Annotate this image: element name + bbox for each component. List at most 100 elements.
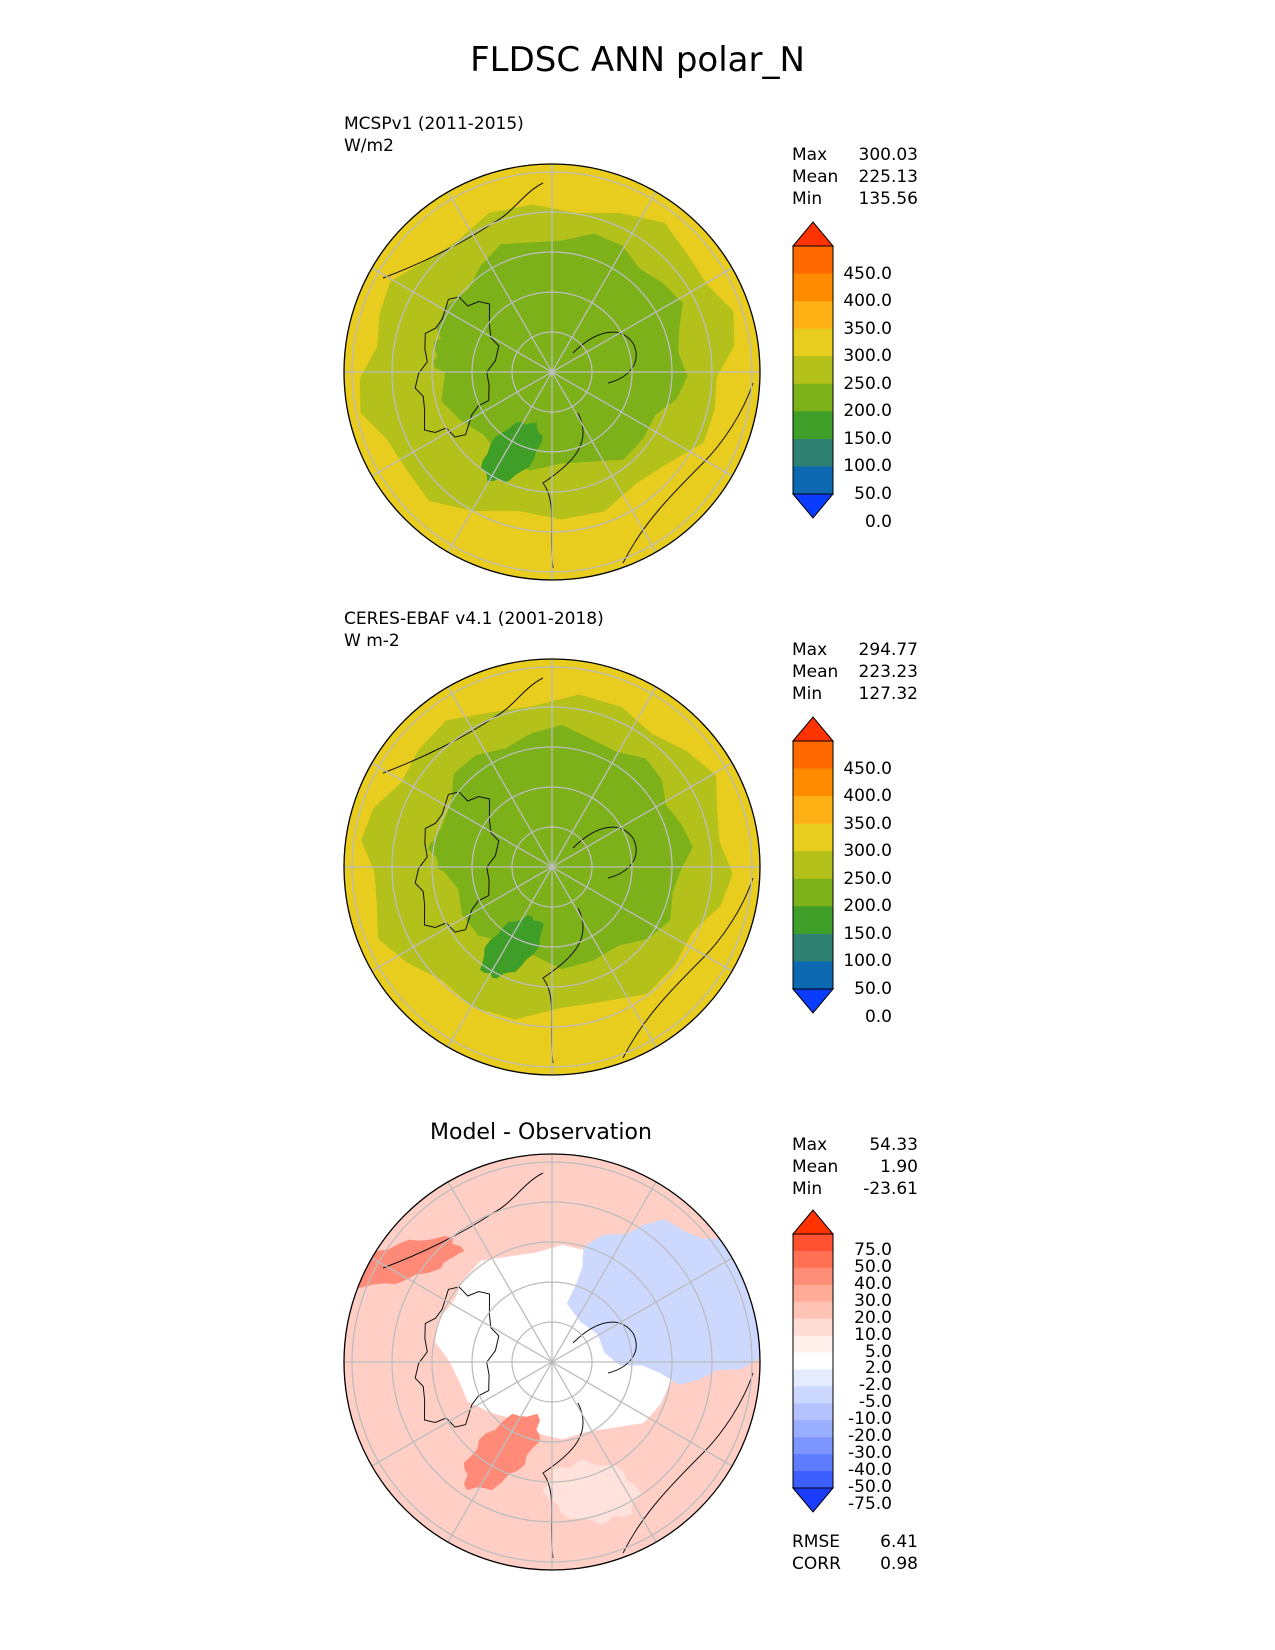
diff-max-label: Max xyxy=(792,1135,828,1155)
colorbar-tick-label: 50.0 xyxy=(854,1256,892,1277)
coast-scandinavia xyxy=(622,1372,754,1554)
coast-greenland xyxy=(414,791,500,933)
diff-max-value: 54.33 xyxy=(869,1135,918,1155)
field-strong-west xyxy=(344,1236,465,1288)
colorbar-tick-label: 50.0 xyxy=(854,484,892,504)
panel1-min-value: 135.56 xyxy=(858,189,918,209)
colorbar-tick-label: 250.0 xyxy=(843,868,892,889)
graticule xyxy=(344,659,760,1075)
meridian-5 xyxy=(371,1257,733,1467)
colorbar-tick-label: 0.0 xyxy=(864,1006,892,1027)
colorbar-segment-11 xyxy=(793,1420,833,1438)
corr-label: CORR xyxy=(792,1554,841,1574)
colorbar-segment-2 xyxy=(793,301,833,330)
colorbar-tick-label: 30.0 xyxy=(854,1290,892,1311)
colorbar-segment-6 xyxy=(793,906,833,935)
colorbar-tick-label: 400.0 xyxy=(843,291,892,312)
colorbar-segment-2 xyxy=(793,1267,833,1286)
diff-mean-label: Mean xyxy=(792,1157,839,1177)
panel2-units: W m-2 xyxy=(344,631,400,651)
colorbar-tick-label: 450.0 xyxy=(843,263,892,284)
coast-greenland xyxy=(414,296,500,438)
colorbar-tick-label: 10.0 xyxy=(854,1324,892,1345)
colorbar-segment-8 xyxy=(793,1369,833,1387)
map-boundary xyxy=(343,163,761,581)
colorbar-segment-1 xyxy=(793,1250,833,1269)
field-inner-band xyxy=(436,233,688,471)
diff-min-value: -23.61 xyxy=(863,1179,918,1199)
colorbar-test xyxy=(791,221,835,519)
colorbar-frame xyxy=(792,740,834,990)
panel2-min-label: Min xyxy=(792,684,823,704)
colorbar-tick-label: 2.0 xyxy=(864,1358,892,1379)
diff-mean-value: 1.90 xyxy=(880,1157,918,1177)
colorbar-tick-label: -30.0 xyxy=(848,1443,892,1464)
colorbar-segment-14 xyxy=(793,1471,833,1489)
panel2-mean-value: 223.23 xyxy=(858,662,918,682)
colorbar-tick-label: -5.0 xyxy=(858,1392,892,1413)
rmse-label: RMSE xyxy=(792,1532,841,1552)
colorbar-segment-4 xyxy=(793,1301,833,1320)
colorbar-segment-13 xyxy=(793,1454,833,1472)
colorbar-segment-5 xyxy=(793,383,833,412)
colorbar-segment-8 xyxy=(793,961,833,990)
colorbar-segment-2 xyxy=(793,796,833,825)
colorbar-extend-min xyxy=(791,493,835,519)
colorbar-extend-min xyxy=(791,988,835,1014)
colorbar-tick-label: 300.0 xyxy=(843,346,892,367)
colorbar-tick-label: 200.0 xyxy=(843,896,892,917)
colorbar-tick-label: 350.0 xyxy=(843,813,892,834)
colorbar-segment-8 xyxy=(793,466,833,495)
colorbar-tick-label: -50.0 xyxy=(848,1477,892,1497)
panel2-mean-label: Mean xyxy=(792,662,839,682)
colorbar-tick-label: 200.0 xyxy=(843,401,892,422)
colorbar-segment-9 xyxy=(793,1386,833,1404)
colorbar-segment-7 xyxy=(793,438,833,467)
colorbar-segment-3 xyxy=(793,328,833,357)
colorbar-segment-12 xyxy=(793,1437,833,1455)
panel2-min-value: 127.32 xyxy=(858,684,918,704)
colorbar-tick-label: -10.0 xyxy=(848,1409,892,1430)
colorbar-tick-label: 350.0 xyxy=(843,318,892,339)
panel2-max-value: 294.77 xyxy=(858,640,918,660)
colorbar-tick-label: 150.0 xyxy=(843,923,892,944)
colorbar-tick-label: 20.0 xyxy=(854,1307,892,1328)
colorbar-tick-label: 100.0 xyxy=(843,951,892,972)
colorbar-difference xyxy=(791,1209,835,1513)
field-strong-south xyxy=(463,1413,541,1491)
colorbar-tick-label: 250.0 xyxy=(843,373,892,394)
diff-title: Model - Observation xyxy=(430,1120,652,1145)
colorbar-extend-min xyxy=(791,1487,835,1513)
colorbar-reference xyxy=(791,716,835,1014)
colorbar-tick-label: 400.0 xyxy=(843,786,892,807)
colorbar-segment-3 xyxy=(793,823,833,852)
colorbar-segment-0 xyxy=(793,246,833,275)
graticule xyxy=(344,1154,760,1570)
coast-greenland xyxy=(414,1286,500,1428)
colorbar-tick-label: -20.0 xyxy=(848,1426,892,1447)
colorbar-segment-5 xyxy=(793,1318,833,1337)
panel1-units: W/m2 xyxy=(344,136,394,156)
meridian-5 xyxy=(371,762,733,972)
colorbar-tick-label: 5.0 xyxy=(864,1341,892,1362)
coastlines xyxy=(382,677,754,1064)
polar-map-test xyxy=(343,163,761,581)
coast-scandinavia xyxy=(622,382,754,564)
polar-map-reference xyxy=(343,658,761,1076)
colorbar-tick-label: 50.0 xyxy=(854,979,892,999)
colorbar-segment-10 xyxy=(793,1403,833,1421)
colorbar-tick-label: 40.0 xyxy=(854,1273,892,1294)
colorbar-segment-4 xyxy=(793,851,833,880)
colorbar-segment-1 xyxy=(793,273,833,302)
panel1-max-label: Max xyxy=(792,145,828,165)
rmse-value: 6.41 xyxy=(880,1532,918,1552)
colorbar-segment-5 xyxy=(793,878,833,907)
panel1-mean-label: Mean xyxy=(792,167,839,187)
colorbar-tick-label: 75.0 xyxy=(854,1239,892,1260)
colorbar-frame xyxy=(792,245,834,495)
colorbar-extend-max xyxy=(791,1209,835,1235)
colorbar-tick-label: 300.0 xyxy=(843,841,892,862)
panel2-title: CERES-EBAF v4.1 (2001-2018) xyxy=(344,609,604,629)
panel1-mean-value: 225.13 xyxy=(858,167,918,187)
colorbar-tick-label: -75.0 xyxy=(848,1493,892,1514)
